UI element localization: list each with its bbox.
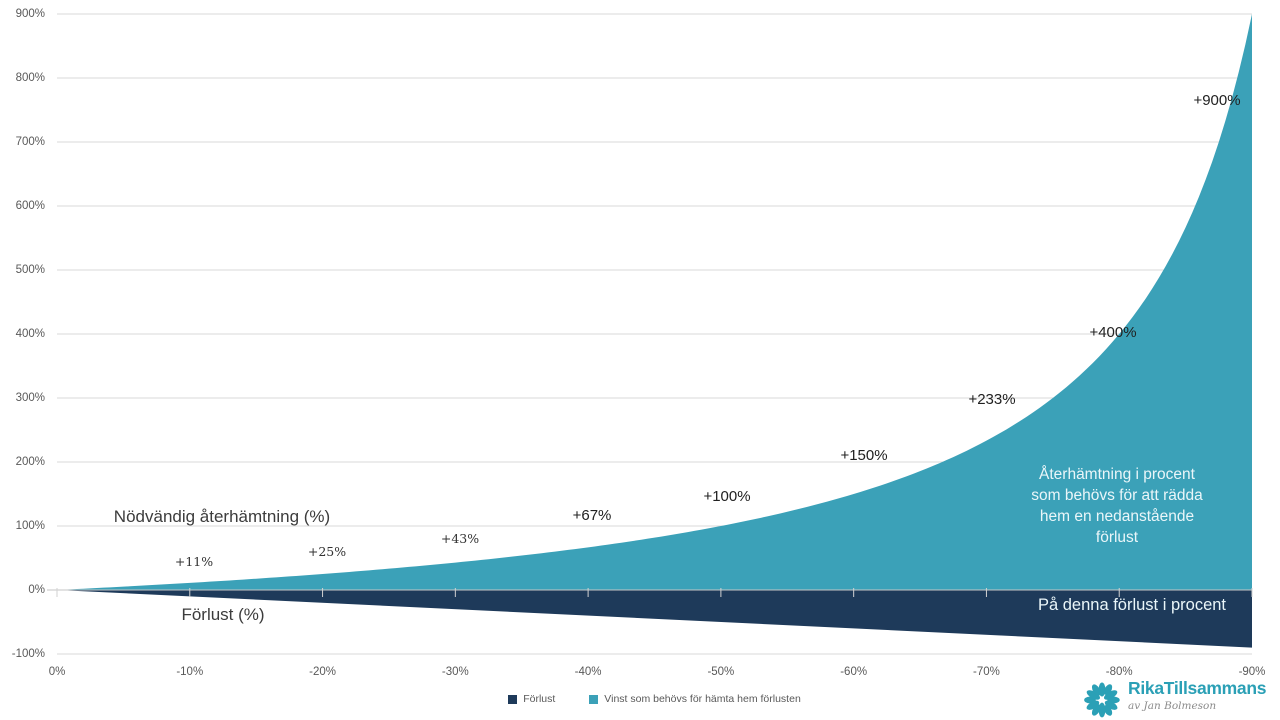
- legend-item: Förlust: [508, 693, 555, 705]
- x-tick-label: 0%: [48, 666, 66, 678]
- y-tick-label: 800%: [15, 72, 45, 84]
- loss-axis-title: Förlust (%): [181, 605, 265, 624]
- data-label: +25%: [307, 544, 347, 559]
- recovery-note-line: hem en nedanstående: [1039, 508, 1195, 525]
- recovery-area: [57, 14, 1252, 590]
- data-label: +233%: [968, 391, 1016, 408]
- y-tick-label: 0%: [28, 584, 45, 596]
- x-tick-label: -10%: [176, 666, 204, 678]
- legend: Förlust Vinst som behövs för hämta hem fö…: [57, 693, 1252, 705]
- logo-brand: RikaTillsammans: [1128, 678, 1267, 698]
- loss-note: På denna förlust i procent: [1037, 596, 1227, 614]
- x-tick-label: -50%: [707, 666, 735, 678]
- x-tick-label: -80%: [1105, 666, 1133, 678]
- y-tick-label: 700%: [15, 136, 45, 148]
- logo: RikaTillsammans av Jan Bolmeson: [1082, 678, 1267, 720]
- rikatillsammans-logo-icon: [1084, 682, 1120, 718]
- recovery-axis-title: Nödvändig återhämtning (%): [113, 507, 331, 526]
- y-tick-label: 900%: [15, 8, 45, 20]
- recovery-note-line: Återhämtning i procent: [1039, 466, 1195, 483]
- legend-swatch: [589, 694, 599, 704]
- y-tick-label: 600%: [15, 200, 45, 212]
- x-tick-label: -60%: [840, 666, 868, 678]
- data-label: +43%: [440, 531, 480, 546]
- x-tick-label: -70%: [973, 666, 1000, 678]
- y-tick-label: 300%: [15, 392, 45, 404]
- legend-label: Vinst som behövs för hämta hem förlusten: [604, 693, 801, 705]
- x-tick-label: -40%: [574, 666, 602, 678]
- logo-byline: av Jan Bolmeson: [1128, 699, 1217, 712]
- y-tick-label: 500%: [15, 264, 45, 276]
- data-label: +67%: [572, 507, 612, 524]
- data-label: +400%: [1089, 324, 1137, 341]
- legend-item: Vinst som behövs för hämta hem förlusten: [589, 693, 801, 705]
- x-tick-label: -20%: [309, 666, 336, 678]
- recovery-note-line: förlust: [1095, 529, 1139, 546]
- recovery-note: Återhämtning i procent som behövs för att…: [1012, 464, 1222, 548]
- data-label: +100%: [703, 488, 751, 505]
- loss-area: [57, 590, 1252, 648]
- legend-label: Förlust: [523, 693, 556, 705]
- x-tick-label: -90%: [1238, 666, 1266, 678]
- data-label: +11%: [174, 554, 214, 569]
- y-tick-label: 400%: [15, 328, 45, 340]
- x-tick-label: -30%: [441, 666, 469, 678]
- legend-swatch: [508, 694, 518, 704]
- y-tick-label: 200%: [15, 456, 45, 468]
- recovery-note-line: som behövs för att rädda: [1031, 487, 1203, 504]
- y-tick-label: -100%: [11, 648, 45, 660]
- data-label: +900%: [1193, 92, 1241, 109]
- y-tick-label: 100%: [15, 520, 45, 532]
- data-label: +150%: [840, 447, 888, 464]
